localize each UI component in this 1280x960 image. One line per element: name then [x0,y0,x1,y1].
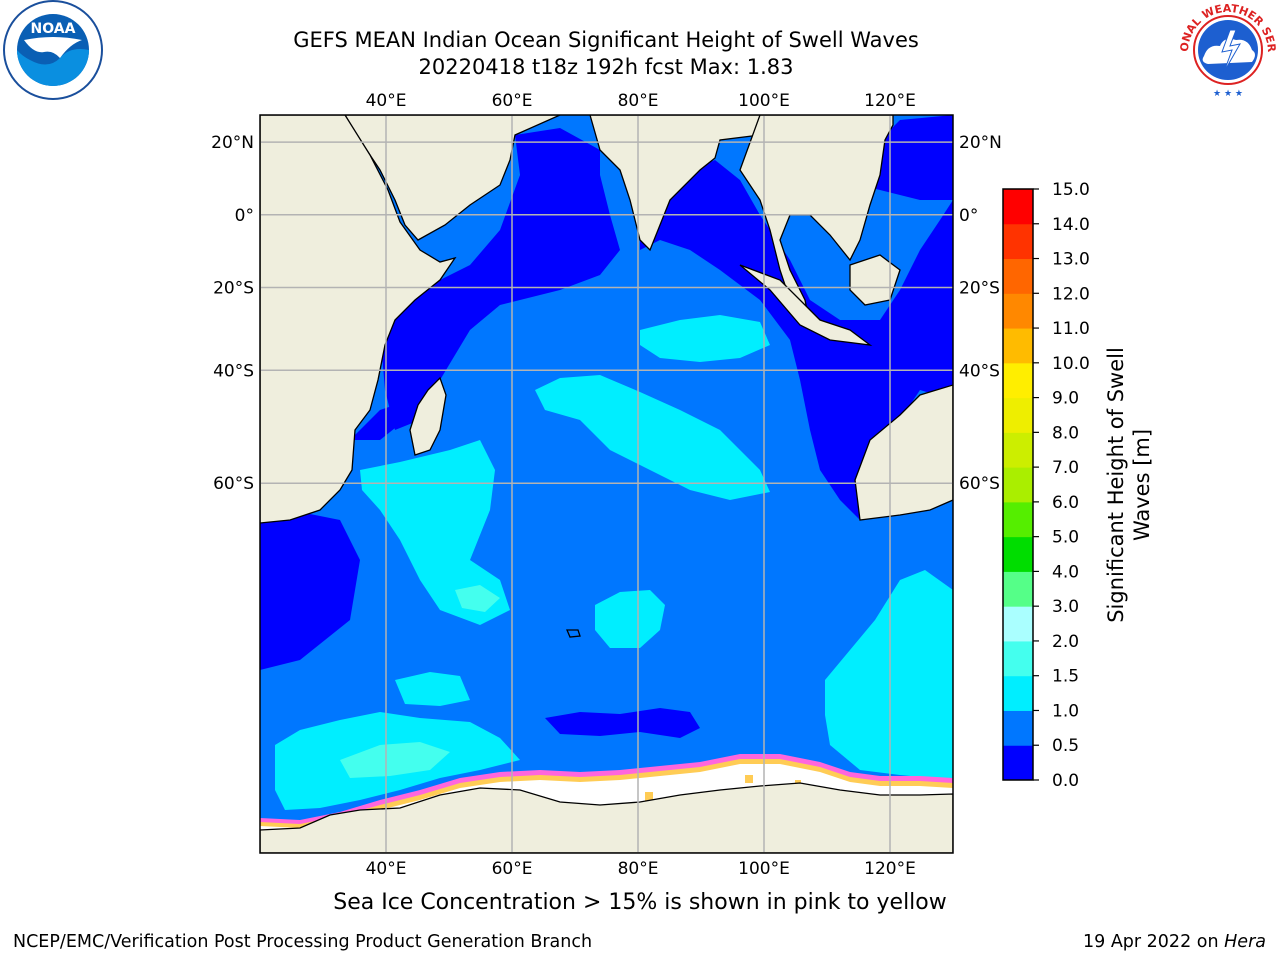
colorbar-title: Significant Height of Swell Waves [m] [1104,347,1154,623]
colorbar-title-line1: Significant Height of Swell [1104,347,1128,623]
colorbar-swatch [1003,397,1033,433]
colorbar-tick-label: 3.0 [1052,597,1079,617]
colorbar-swatch [1003,467,1033,503]
lat-label-left: 0° [235,206,254,226]
graticule [260,115,953,853]
colorbar-tick-label: 11.0 [1052,319,1090,339]
lat-label-right: 20°S [959,278,1000,298]
colorbar-tick-label: 14.0 [1052,215,1090,235]
colorbar-swatch [1003,536,1033,572]
colorbar-swatch [1003,362,1033,399]
kerguelen-island [566,629,581,638]
map-area [260,115,953,853]
colorbar-swatch [1003,258,1033,294]
colorbar-tick-label: 12.0 [1052,284,1090,304]
colorbar-swatch [1003,501,1033,538]
noaa-logo-text: NOAA [31,21,76,37]
chart-title-line2: 20220418 t18z 192h fcst Max: 1.83 [418,55,794,79]
colorbar-swatch [1003,745,1033,781]
caption: Sea Ice Concentration > 15% is shown in … [333,890,947,915]
chart-title-line1: GEFS MEAN Indian Ocean Significant Heigh… [293,28,919,52]
colorbar-tick-label: 7.0 [1052,458,1079,478]
colorbar: 0.0 0.5 1.0 1.5 2.0 3.0 4.0 5.0 6.0 7.0 8.0 9.0 10.0… [1002,180,1154,791]
lat-label-right: 40°S [959,361,1000,381]
lat-label-right: 0° [959,206,978,226]
noaa-logo: NOAA [3,0,103,100]
colorbar-swatch [1003,675,1033,711]
footer-credit: NCEP/EMC/Verification Post Processing Pr… [13,932,593,952]
colorbar-swatch [1003,293,1033,329]
colorbar-swatch [1003,571,1033,607]
colorbar-tick-label: 2.0 [1052,632,1079,652]
map-tick-labels: 40°E 40°E 60°E 60°E 80°E 80°E 100°E 100°E 120°E 1… [211,91,1002,879]
colorbar-swatch [1003,223,1033,260]
lat-label-right: 20°N [959,133,1002,153]
colorbar-tick-label: 15.0 [1052,180,1090,200]
colorbar-swatch [1003,189,1033,225]
lon-label-top: 100°E [738,91,790,111]
colorbar-tick-label: 1.0 [1052,701,1079,721]
colorbar-title-line2: Waves [m] [1130,429,1154,541]
lon-label-bottom: 60°E [492,859,533,879]
colorbar-swatch [1003,432,1033,468]
lon-label-bottom: 40°E [366,859,407,879]
lon-label-top: 120°E [864,91,916,111]
colorbar-tick-label: 8.0 [1052,423,1079,443]
colorbar-frame [1002,188,1034,781]
colorbar-tick-label: 0.0 [1052,771,1079,791]
lat-label-right: 60°S [959,474,1000,494]
lon-label-top: 40°E [366,91,407,111]
map-frame [259,114,954,854]
colorbar-tick-label: 0.5 [1052,736,1079,756]
lon-label-top: 60°E [492,91,533,111]
colorbar-tick-label: 10.0 [1052,354,1090,374]
nws-logo: NATIONAL WEATHER SERVICE ★ ★ ★ [1178,0,1278,99]
colorbar-tick-label: 9.0 [1052,389,1079,409]
colorbar-tick-label: 6.0 [1052,493,1079,513]
lon-label-bottom: 80°E [618,859,659,879]
land [260,115,953,853]
colorbar-swatch [1003,640,1033,677]
lon-label-top: 80°E [618,91,659,111]
colorbar-tick-label: 4.0 [1052,562,1079,582]
lat-label-left: 20°S [213,278,254,298]
colorbar-tick-label: 13.0 [1052,250,1090,270]
colorbar-swatch [1003,328,1033,364]
lon-label-bottom: 120°E [864,859,916,879]
colorbar-tick-label: 5.0 [1052,528,1079,548]
lat-label-left: 60°S [213,474,254,494]
footer-host: Hera [1224,932,1266,952]
colorbar-swatch [1003,606,1033,642]
colorbar-swatch [1003,710,1033,746]
footer-date: 19 Apr 2022 on Hera [1083,932,1266,952]
swell-zone-moderate-high [340,585,500,778]
lat-label-left: 20°N [211,133,254,153]
lon-label-bottom: 100°E [738,859,790,879]
colorbar-tick-label: 1.5 [1052,667,1079,687]
svg-text:★ ★ ★: ★ ★ ★ [1213,89,1243,99]
lat-label-left: 40°S [213,361,254,381]
